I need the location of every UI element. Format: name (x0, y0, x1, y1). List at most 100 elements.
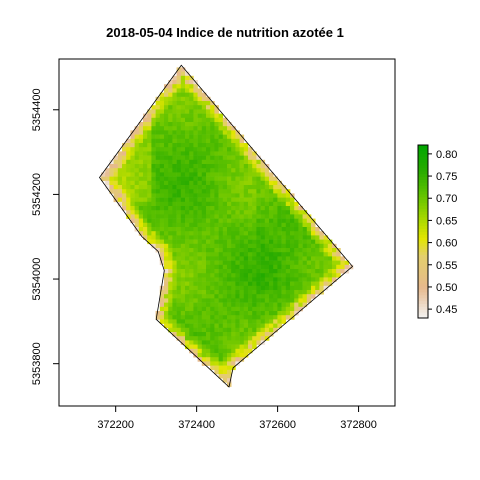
raster-cell (306, 294, 312, 299)
raster-cell (277, 243, 282, 249)
raster-cell (214, 113, 219, 119)
raster-cell (164, 101, 169, 106)
raster-cell (222, 269, 228, 274)
raster-cell (180, 172, 186, 177)
x-tick-label: 372600 (259, 419, 296, 431)
raster-cell (306, 269, 312, 274)
raster-cell (302, 243, 308, 249)
raster-cell (138, 138, 144, 144)
raster-cell (239, 201, 245, 207)
raster-cell (168, 281, 173, 287)
legend-swatch (418, 254, 428, 258)
raster-cell (243, 159, 249, 165)
raster-cell (231, 227, 236, 232)
raster-cell (214, 344, 219, 350)
raster-cell (193, 227, 198, 232)
raster-cell (159, 206, 165, 211)
raster-cell (168, 155, 173, 161)
raster-cell (298, 302, 303, 308)
raster-cell (277, 260, 282, 266)
raster-cell (155, 214, 161, 219)
raster-cell (222, 306, 228, 312)
raster-cell (218, 151, 224, 156)
raster-cell (206, 222, 211, 228)
raster-cell (256, 180, 261, 186)
raster-cell (231, 323, 236, 329)
raster-cell (235, 231, 240, 236)
raster-cell (155, 218, 161, 224)
raster-cell (138, 122, 144, 127)
raster-cell (222, 256, 228, 261)
raster-cell (256, 340, 261, 345)
raster-cell (185, 88, 190, 93)
raster-cell (227, 256, 232, 261)
raster-cell (109, 180, 114, 186)
raster-cell (117, 193, 123, 198)
raster-cell (185, 164, 190, 169)
raster-cell (260, 269, 266, 274)
raster-cell (256, 248, 261, 253)
raster-cell (210, 332, 215, 337)
raster-cell (193, 143, 198, 148)
raster-cell (176, 164, 182, 169)
raster-cell (222, 197, 228, 203)
raster-cell (315, 248, 320, 253)
raster-cell (218, 168, 224, 173)
raster-cell (323, 260, 329, 266)
raster-cell (117, 189, 123, 194)
raster-cell (206, 113, 211, 119)
raster-cell (151, 239, 156, 245)
raster-cell (269, 319, 274, 324)
raster-cell (214, 222, 219, 228)
raster-cell (277, 222, 282, 228)
raster-cell (159, 155, 165, 161)
raster-cell (105, 176, 110, 182)
raster-cell (143, 164, 148, 169)
raster-cell (185, 80, 190, 85)
raster-cell (189, 172, 194, 177)
raster-cell (248, 180, 253, 186)
raster-cell (315, 252, 320, 257)
raster-cell (239, 327, 245, 333)
raster-cell (206, 344, 211, 350)
raster-cell (239, 168, 245, 173)
raster-cell (227, 365, 232, 371)
raster-cell (235, 264, 240, 270)
raster-cell (260, 260, 266, 266)
raster-cell (285, 206, 291, 211)
raster-cell (193, 239, 198, 245)
raster-cell (222, 311, 228, 316)
raster-cell (218, 227, 224, 232)
raster-cell (143, 176, 148, 182)
raster-cell (256, 243, 261, 249)
raster-cell (168, 134, 173, 140)
raster-cell (126, 138, 131, 144)
raster-cell (306, 214, 312, 219)
raster-cell (302, 290, 308, 295)
raster-cell (222, 176, 228, 182)
raster-cell (201, 243, 207, 249)
raster-cell (122, 155, 127, 161)
raster-cell (176, 218, 182, 224)
raster-cell (180, 285, 186, 291)
raster-cell (222, 143, 228, 148)
raster-cell (193, 256, 198, 261)
raster-cell (151, 210, 156, 215)
raster-cell (180, 243, 186, 249)
raster-cell (311, 294, 316, 299)
raster-cell (281, 277, 287, 282)
raster-cell (164, 172, 169, 177)
raster-cell (185, 155, 190, 161)
raster-cell (210, 281, 215, 287)
raster-cell (256, 206, 261, 211)
raster-cell (172, 323, 177, 329)
raster-cell (172, 277, 177, 282)
raster-cell (336, 260, 341, 266)
legend-swatch (418, 191, 428, 195)
legend-swatch (418, 228, 428, 232)
raster-cell (231, 235, 236, 240)
raster-cell (327, 260, 333, 266)
raster-cell (264, 252, 270, 257)
raster-cell (176, 122, 182, 127)
raster-cell (218, 357, 224, 362)
